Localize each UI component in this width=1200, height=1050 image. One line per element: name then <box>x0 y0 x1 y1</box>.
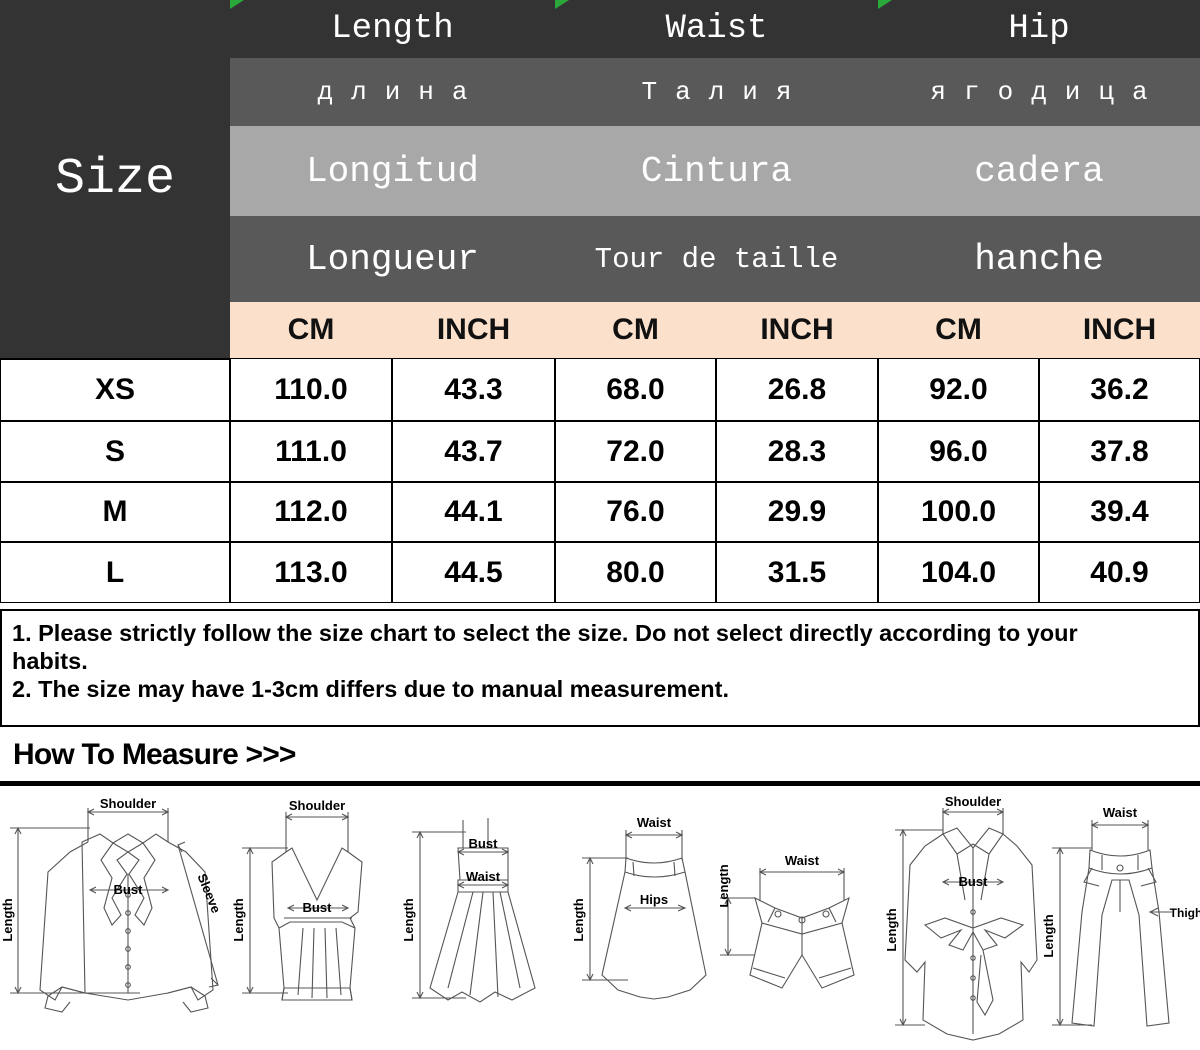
svg-text:Waist: Waist <box>1103 805 1138 820</box>
svg-text:Thigh: Thigh <box>1170 906 1200 920</box>
svg-text:Sleeve: Sleeve <box>195 871 224 915</box>
svg-text:Waist: Waist <box>785 853 820 868</box>
svg-text:Bust: Bust <box>114 882 144 897</box>
svg-text:Shoulder: Shoulder <box>945 794 1001 809</box>
svg-text:Hips: Hips <box>640 892 668 907</box>
svg-text:Shoulder: Shoulder <box>100 796 156 811</box>
svg-text:Bust: Bust <box>469 836 499 851</box>
svg-text:Waist: Waist <box>637 815 672 830</box>
svg-text:Length: Length <box>571 898 586 941</box>
svg-text:Length: Length <box>885 908 899 951</box>
svg-text:Length: Length <box>1041 914 1056 957</box>
svg-text:Shoulder: Shoulder <box>289 798 345 813</box>
svg-text:Length: Length <box>0 898 15 941</box>
svg-text:Bust: Bust <box>959 874 989 889</box>
svg-text:Length: Length <box>401 898 416 941</box>
svg-text:Length: Length <box>231 898 246 941</box>
svg-text:Waist: Waist <box>466 869 501 884</box>
svg-text:Length: Length <box>720 864 731 907</box>
svg-text:Bust: Bust <box>303 900 333 915</box>
